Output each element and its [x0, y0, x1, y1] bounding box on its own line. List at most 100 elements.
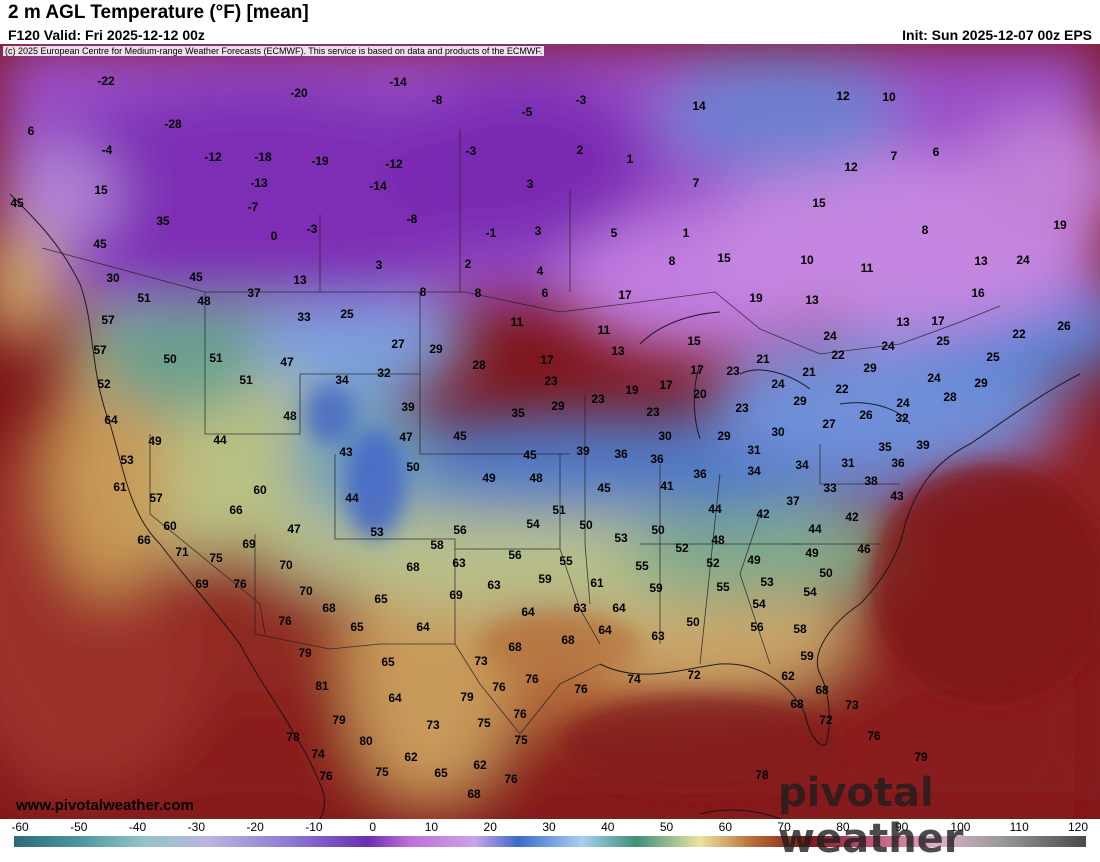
temperature-value: 17: [618, 288, 632, 302]
temperature-value: 13: [293, 273, 307, 287]
temperature-value: 34: [747, 464, 761, 478]
temperature-value: 68: [406, 560, 420, 574]
temperature-value: 56: [508, 548, 522, 562]
temperature-value: 27: [391, 337, 405, 351]
temperature-value: 75: [477, 716, 491, 730]
temperature-value: 50: [579, 518, 593, 532]
colorbar-tick-label: 20: [483, 820, 497, 834]
temperature-value: -12: [385, 157, 403, 171]
temperature-value: 68: [467, 787, 481, 801]
temperature-value: 30: [106, 271, 120, 285]
temperature-value: 25: [986, 350, 1000, 364]
temperature-value: 4: [536, 264, 544, 278]
temperature-value: -3: [575, 93, 587, 107]
temperature-value: 8: [419, 285, 427, 299]
temperature-value: 11: [597, 323, 611, 337]
website-link[interactable]: www.pivotalweather.com: [16, 797, 194, 814]
temperature-value: 19: [749, 291, 763, 305]
temperature-value: 12: [844, 160, 858, 174]
temperature-value: 33: [297, 310, 311, 324]
temperature-value: 79: [298, 646, 312, 660]
temperature-map[interactable]: -22 6 -28 -20 -14 -8 -5 -3 14 12 10 -4 -12 -18 -19 -12-…: [0, 44, 1100, 819]
temperature-value: 42: [756, 507, 770, 521]
temperature-value: 64: [104, 413, 118, 427]
temperature-value: 24: [771, 377, 785, 391]
temperature-value: 51: [209, 351, 223, 365]
temperature-value: 64: [521, 605, 535, 619]
temperature-value: 58: [430, 538, 444, 552]
temperature-field: [0, 44, 1100, 819]
temperature-value: 24: [927, 371, 941, 385]
temperature-value: 79: [914, 750, 928, 764]
temperature-value: 47: [287, 522, 301, 536]
temperature-value: 45: [597, 481, 611, 495]
temperature-value: 1: [626, 152, 634, 166]
temperature-value: 71: [175, 545, 189, 559]
temperature-value: 24: [1016, 253, 1030, 267]
temperature-value: 45: [523, 448, 537, 462]
temperature-value: 13: [805, 293, 819, 307]
temperature-value: 66: [137, 533, 151, 547]
temperature-value: 70: [279, 558, 293, 572]
temperature-value: 8: [474, 286, 482, 300]
temperature-value: 7: [890, 149, 898, 163]
temperature-value: 53: [120, 453, 134, 467]
temperature-value: 14: [692, 99, 706, 113]
temperature-value: 48: [711, 533, 725, 547]
temperature-value: 51: [552, 503, 566, 517]
temperature-value: 51: [239, 373, 253, 387]
temperature-value: 76: [525, 672, 539, 686]
temperature-value: 60: [253, 483, 267, 497]
temperature-value: -13: [250, 176, 268, 190]
temperature-value: 63: [651, 629, 665, 643]
ecmwf-credit: (c) 2025 European Centre for Medium-rang…: [3, 46, 545, 56]
temperature-value: 32: [895, 411, 909, 425]
temperature-value: 41: [660, 479, 674, 493]
temperature-value: 53: [614, 531, 628, 545]
temperature-value: 46: [857, 542, 871, 556]
temperature-value: 29: [863, 361, 877, 375]
temperature-value: 48: [529, 471, 543, 485]
temperature-value: 55: [635, 559, 649, 573]
temperature-value: 64: [598, 623, 612, 637]
temperature-value: 5: [610, 226, 618, 240]
temperature-value: 61: [113, 480, 127, 494]
temperature-value: 15: [94, 183, 108, 197]
temperature-value: 29: [793, 394, 807, 408]
temperature-value: 32: [377, 366, 391, 380]
temperature-value: 33: [823, 481, 837, 495]
temperature-value: 64: [612, 601, 626, 615]
init-time: Init: Sun 2025-12-07 00z EPS: [902, 27, 1092, 43]
temperature-value: 25: [340, 307, 354, 321]
pivotal-weather-logo: pivotal weather: [778, 770, 964, 862]
temperature-value: 68: [815, 683, 829, 697]
temperature-value: 78: [755, 768, 769, 782]
temperature-value: 51: [137, 291, 151, 305]
temperature-value: 17: [690, 363, 704, 377]
temperature-value: 52: [706, 556, 720, 570]
temperature-value: 22: [1012, 327, 1026, 341]
temperature-value: 73: [426, 718, 440, 732]
map-title: 2 m AGL Temperature (°F) [mean]: [8, 2, 309, 23]
temperature-value: 76: [867, 729, 881, 743]
temperature-value: 25: [936, 334, 950, 348]
temperature-value: 3: [534, 224, 542, 238]
colorbar-tick-label: 120: [1067, 820, 1089, 834]
temperature-value: 55: [559, 554, 573, 568]
temperature-value: -8: [431, 93, 443, 107]
temperature-value: 11: [860, 261, 874, 275]
temperature-value: 70: [299, 584, 313, 598]
temperature-value: 13: [974, 254, 988, 268]
temperature-value: 62: [404, 750, 418, 764]
temperature-value: 45: [453, 429, 467, 443]
temperature-value: 57: [149, 491, 163, 505]
temperature-value: -3: [465, 144, 477, 158]
temperature-value: 72: [819, 713, 833, 727]
temperature-value: 44: [213, 433, 227, 447]
temperature-value: 61: [590, 576, 604, 590]
temperature-value: 48: [197, 294, 211, 308]
temperature-value: 49: [148, 434, 162, 448]
temperature-value: 60: [163, 519, 177, 533]
temperature-value: 73: [845, 698, 859, 712]
temperature-value: 76: [319, 769, 333, 783]
